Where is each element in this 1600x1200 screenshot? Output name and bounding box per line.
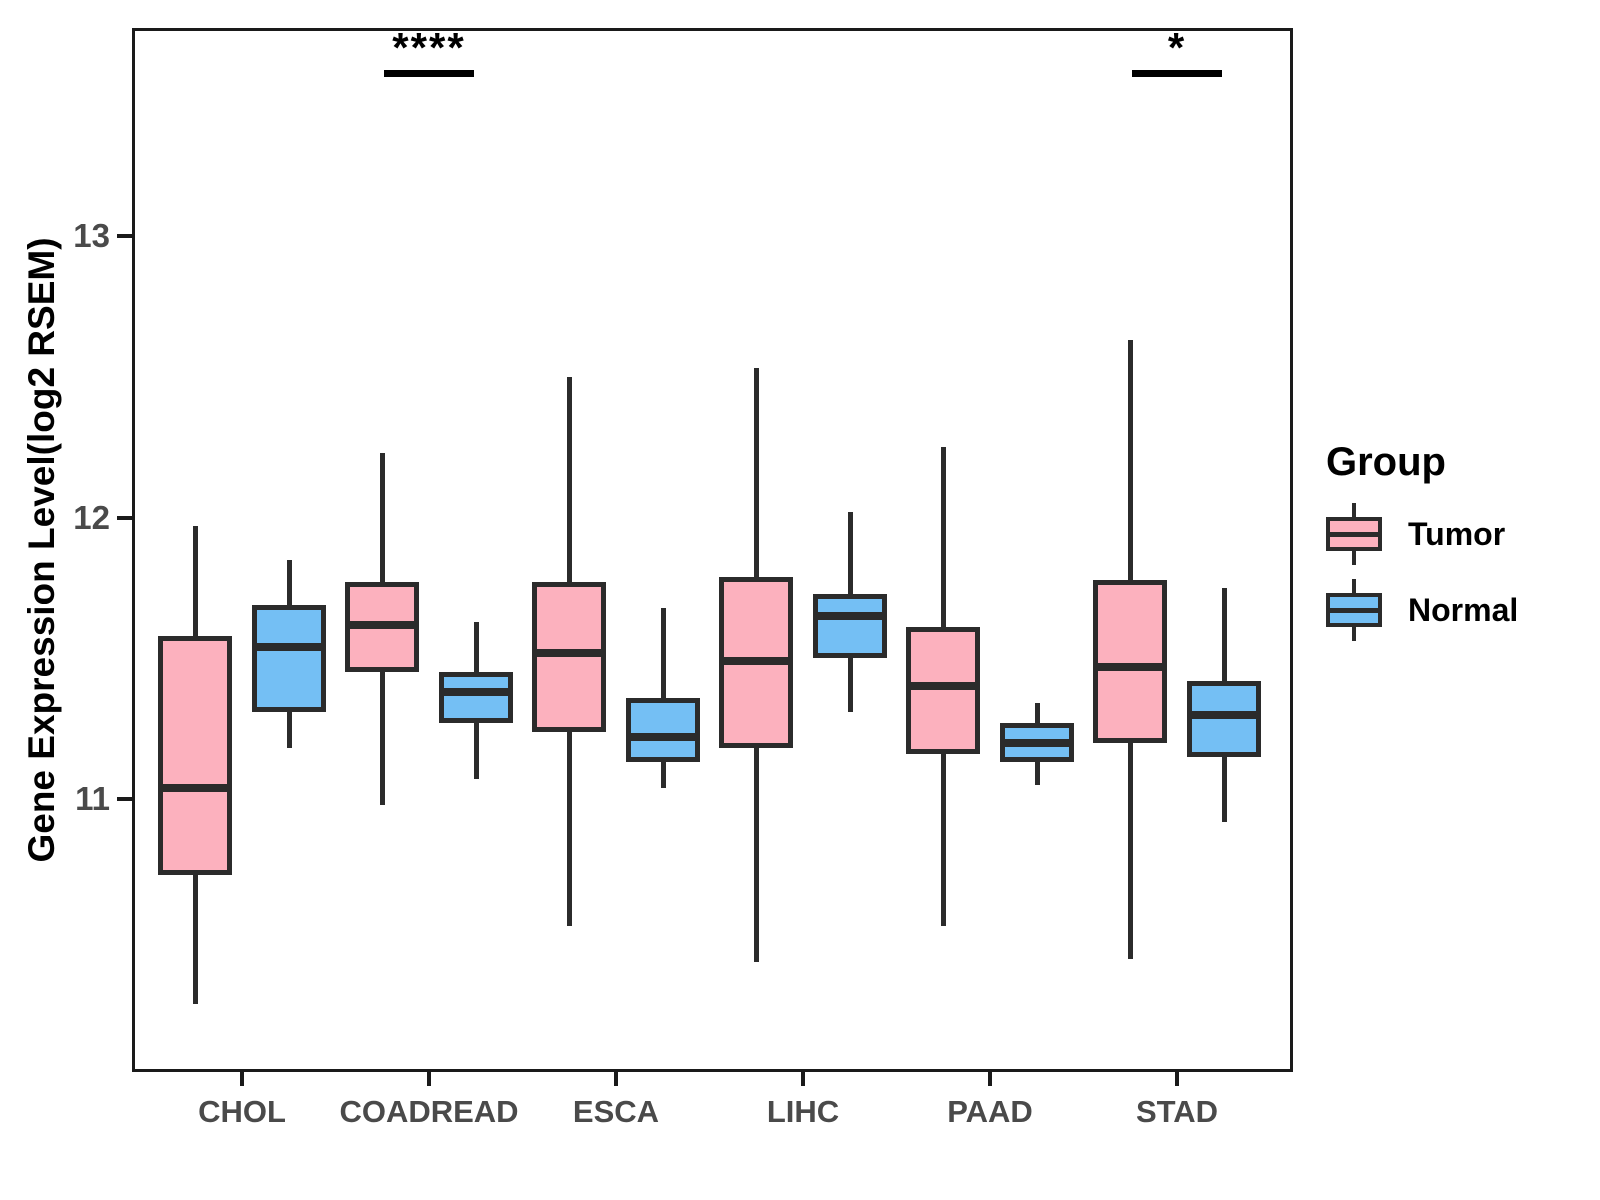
legend-item-tumor: Tumor (1326, 503, 1518, 565)
legend: Group Tumor Normal (1326, 440, 1518, 655)
median-tumor-CHOL (162, 783, 228, 792)
legend-label-normal: Normal (1408, 591, 1519, 628)
legend-label-tumor: Tumor (1408, 515, 1506, 552)
significance-bar-STAD (1132, 70, 1222, 77)
box-normal-ESCA (626, 697, 700, 763)
box-normal-CHOL (252, 604, 326, 712)
median-tumor-LIHC (723, 657, 789, 666)
y-tick-mark (117, 515, 132, 520)
y-tick-label: 11 (75, 780, 110, 818)
median-tumor-COADREAD (349, 620, 415, 629)
glyph-median (1330, 532, 1378, 537)
x-tick-mark (240, 1072, 244, 1086)
median-normal-CHOL (256, 643, 322, 652)
x-tick-label: ESCA (572, 1094, 660, 1129)
y-tick-label: 13 (73, 217, 110, 255)
x-tick-mark (1175, 1072, 1179, 1086)
y-tick-label: 12 (73, 498, 110, 536)
x-tick-mark (988, 1072, 992, 1086)
box-normal-COADREAD (439, 672, 513, 724)
median-normal-ESCA (630, 733, 696, 742)
x-tick-label: STAD (1135, 1094, 1219, 1129)
median-tumor-ESCA (536, 648, 602, 657)
significance-label-COADREAD: **** (392, 24, 466, 71)
y-tick-mark (117, 797, 132, 802)
legend-title: Group (1326, 440, 1446, 484)
tumor-boxplot-glyph-icon (1326, 503, 1382, 565)
y-axis-title: Gene Expression Level(log2 RSEM) (21, 237, 62, 863)
box-tumor-CHOL (158, 635, 232, 875)
legend-item-normal: Normal (1326, 579, 1518, 641)
x-tick-label: PAAD (947, 1094, 1033, 1129)
box-tumor-ESCA (532, 582, 606, 732)
box-tumor-STAD (1093, 579, 1167, 743)
median-tumor-PAAD (910, 682, 976, 691)
x-tick-label: CHOL (198, 1094, 286, 1129)
x-tick-mark (427, 1072, 431, 1086)
whisker-normal-ESCA (660, 607, 666, 788)
x-tick-mark (614, 1072, 618, 1086)
x-tick-label: COADREAD (339, 1094, 519, 1129)
median-normal-STAD (1191, 710, 1257, 719)
median-tumor-STAD (1097, 662, 1163, 671)
box-normal-STAD (1187, 680, 1261, 757)
plot-panel (132, 28, 1293, 1072)
significance-bar-COADREAD (384, 70, 474, 77)
x-tick-mark (801, 1072, 805, 1086)
significance-label-STAD: * (1167, 24, 1187, 71)
normal-boxplot-glyph-icon (1326, 579, 1382, 641)
median-normal-PAAD (1004, 738, 1070, 747)
median-normal-COADREAD (443, 688, 509, 697)
y-tick-mark (117, 234, 132, 239)
box-tumor-PAAD (906, 627, 980, 754)
glyph-median (1330, 608, 1378, 613)
x-tick-label: LIHC (766, 1094, 840, 1129)
median-normal-LIHC (817, 612, 883, 621)
box-normal-LIHC (813, 593, 887, 659)
